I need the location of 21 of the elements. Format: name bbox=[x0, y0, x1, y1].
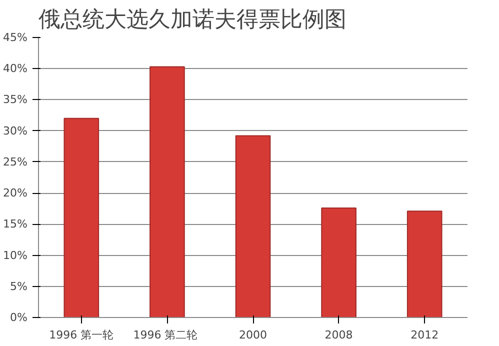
y-tick-label: 40% bbox=[3, 62, 28, 76]
x-tick-label: 1996 第二轮 bbox=[133, 328, 198, 342]
bar bbox=[64, 118, 100, 318]
y-tick-label: 25% bbox=[3, 155, 28, 168]
y-tick-label: 30% bbox=[3, 124, 28, 138]
bar bbox=[321, 207, 356, 318]
y-tick-label: 10% bbox=[3, 248, 28, 262]
x-tick-label: 1996 第一轮 bbox=[49, 328, 114, 342]
y-tick-label: 20% bbox=[3, 186, 28, 200]
bar bbox=[235, 135, 271, 318]
y-tick-label: 35% bbox=[3, 93, 28, 106]
x-tick-label: 2012 bbox=[410, 328, 439, 342]
y-tick-label: 0% bbox=[10, 311, 28, 324]
x-tick-label: 2008 bbox=[324, 328, 353, 342]
x-tick-label: 2000 bbox=[239, 328, 268, 342]
bar bbox=[406, 210, 442, 318]
y-tick-label: 15% bbox=[3, 218, 28, 231]
chart-title: 俄总统大选久加诺夫得票比例图 bbox=[38, 8, 346, 32]
y-tick-label: 5% bbox=[10, 280, 28, 293]
bar bbox=[150, 66, 185, 318]
y-tick-label: 45% bbox=[3, 31, 28, 44]
